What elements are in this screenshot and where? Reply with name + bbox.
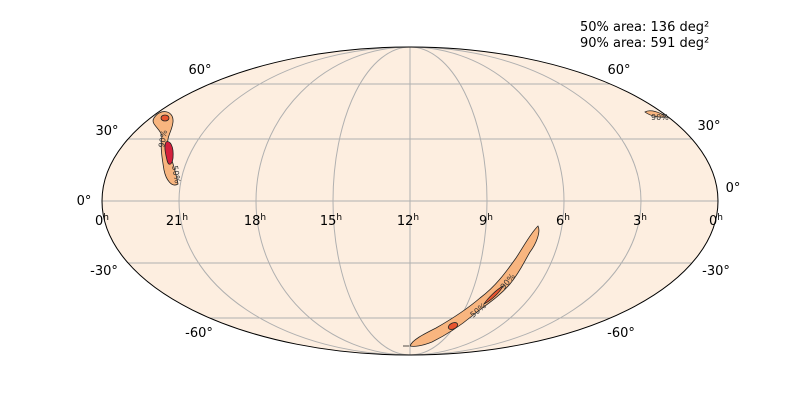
ra-unit: h (564, 213, 570, 223)
ra-unit: h (717, 213, 723, 223)
ra-unit: h (413, 213, 419, 223)
contour-label: 50% (170, 165, 182, 184)
contour-label: 90% (157, 129, 169, 148)
ra-value: 6 (556, 214, 564, 229)
ra-label: 21h (166, 213, 188, 229)
dec-label: 60° (188, 63, 211, 78)
ra-unit: h (641, 213, 647, 223)
ra-unit: h (182, 213, 188, 223)
dec-label: -60° (185, 326, 213, 341)
area-annotation: 90% area: 591 deg² (580, 36, 709, 51)
ra-label: 3h (633, 213, 647, 229)
ra-unit: h (260, 213, 266, 223)
sky-border (101, 46, 719, 356)
contour-label: 90% (651, 113, 669, 122)
ra-label: 0h (95, 213, 109, 229)
ra-label: 15h (320, 213, 342, 229)
area-annotation: 50% area: 136 deg² (580, 20, 709, 35)
dec-label: -30° (702, 264, 730, 279)
dec-label: -30° (90, 264, 118, 279)
ra-label: 12h (397, 213, 419, 229)
ra-value: 3 (633, 214, 641, 229)
ra-labels: 0h 21h 18h 15h 12h 9h 6h 3h 0h (95, 213, 723, 229)
dec-label: 0° (726, 181, 741, 196)
ra-value: 21 (166, 214, 183, 229)
ra-label: 9h (479, 213, 493, 229)
ra-value: 18 (244, 214, 261, 229)
ra-unit: h (336, 213, 342, 223)
dec-labels: 60° 30° 0° -30° -60° 60° 30° 0° -30° -60… (77, 63, 741, 341)
ra-label: 6h (556, 213, 570, 229)
ra-value: 0 (709, 214, 717, 229)
ra-value: 15 (320, 214, 337, 229)
ra-value: 0 (95, 214, 103, 229)
dec-label: 30° (697, 119, 720, 134)
ra-label: 18h (244, 213, 266, 229)
dec-label: 60° (607, 63, 630, 78)
probability-contours (152, 110, 667, 347)
dec-label: 0° (77, 194, 92, 209)
ra-unit: h (103, 213, 109, 223)
ra-value: 9 (479, 214, 487, 229)
dec-label: -60° (607, 326, 635, 341)
ra-label: 0h (709, 213, 723, 229)
ra-value: 12 (397, 214, 414, 229)
ra-unit: h (487, 213, 493, 223)
dec-label: 30° (95, 124, 118, 139)
